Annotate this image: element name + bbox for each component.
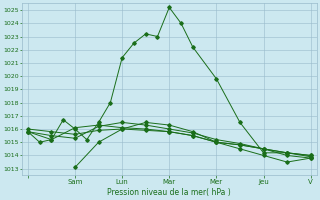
X-axis label: Pression niveau de la mer( hPa ): Pression niveau de la mer( hPa ) [108,188,231,197]
